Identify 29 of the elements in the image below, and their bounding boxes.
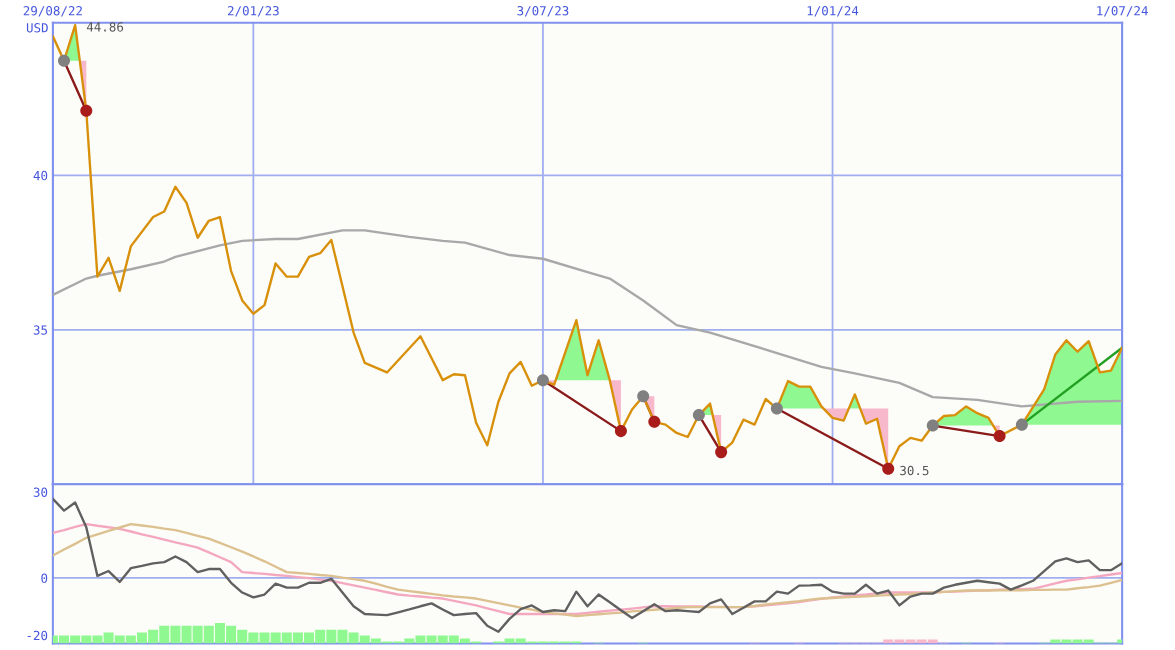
point: [80, 104, 93, 117]
x-tick-label: 3/07/23: [517, 6, 569, 17]
y-tick-label: 40: [33, 170, 48, 181]
point: [614, 425, 627, 438]
line-series: [52, 229, 1123, 408]
x-tick-label: 1/01/24: [807, 6, 859, 17]
y-tick-label: 30: [33, 487, 48, 497]
y-tick-label: 35: [33, 325, 48, 335]
point: [926, 419, 939, 432]
y-tick-label: 0: [41, 573, 48, 583]
annotation: 44.86: [86, 22, 124, 32]
x-tick-label: 2/01/23: [227, 6, 279, 17]
point: [770, 402, 783, 415]
y-tick-label: -20: [27, 630, 48, 641]
line-series: [52, 497, 1123, 633]
point: [637, 390, 650, 403]
y-axis-title: USD: [26, 23, 48, 33]
point: [882, 462, 895, 475]
point: [715, 446, 728, 459]
annotation: 30.5: [900, 465, 929, 476]
bar: [493, 641, 504, 644]
point: [536, 374, 549, 387]
point: [993, 430, 1006, 443]
point: [1015, 418, 1028, 431]
point: [692, 409, 705, 422]
point: [58, 54, 71, 67]
point: [648, 415, 661, 428]
x-tick-label: 1/07/24: [1097, 6, 1148, 17]
x-tick-label: 29/08/22: [23, 6, 82, 17]
